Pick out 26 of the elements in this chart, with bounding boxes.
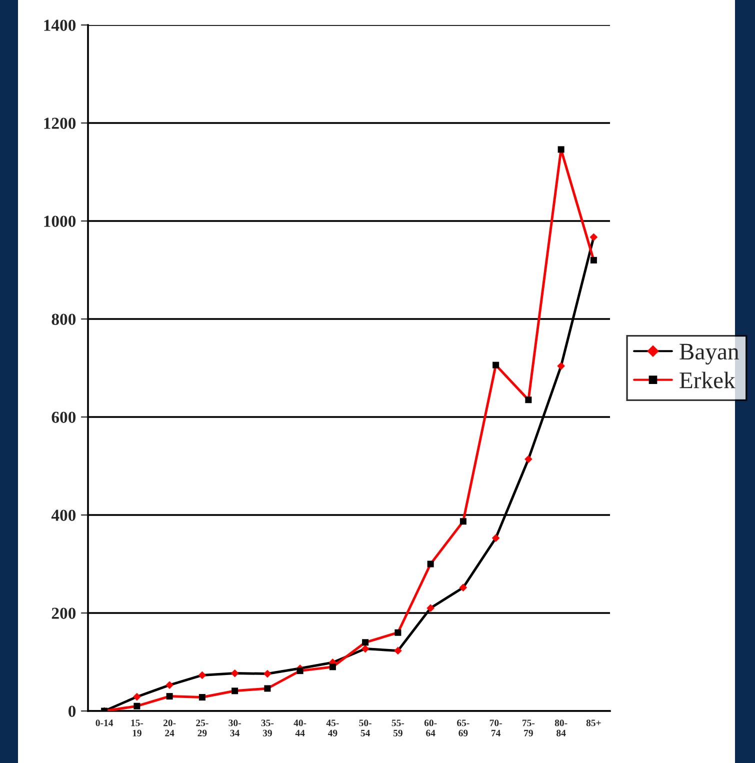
- x-tick-label: 85+: [586, 720, 601, 726]
- x-tick-label: 70- 74: [490, 720, 502, 736]
- y-tick-label: 600: [52, 412, 76, 423]
- x-tick-label: 55- 59: [392, 720, 404, 736]
- x-tick-label: 30- 34: [228, 720, 241, 736]
- y-tick-label: 1400: [44, 20, 76, 31]
- y-tick-label: 400: [51, 510, 76, 521]
- x-tick-label: 50- 54: [359, 720, 372, 736]
- x-tick-label: 45- 49: [326, 720, 339, 736]
- x-tick-label: 25- 29: [196, 720, 208, 736]
- legend-label: Bayan: [680, 344, 739, 364]
- x-tick-label: 35- 39: [261, 720, 274, 736]
- y-tick-label: 200: [52, 608, 76, 619]
- y-tick-label: 0: [68, 706, 76, 717]
- x-tick-label: 0-14: [96, 720, 114, 726]
- legend-label: Erkek: [680, 372, 736, 388]
- x-tick-label: 40- 44: [294, 720, 306, 736]
- x-tick-label: 20- 24: [163, 720, 176, 736]
- y-tick-label: 1200: [44, 118, 76, 129]
- y-tick-label: 800: [52, 314, 76, 325]
- x-tick-label: 60- 64: [424, 720, 437, 736]
- y-tick-label: 1000: [44, 216, 76, 227]
- x-tick-label: 65- 69: [457, 720, 470, 736]
- x-tick-label: 75- 79: [522, 720, 535, 736]
- x-tick-label: 15- 19: [131, 720, 144, 736]
- x-tick-label: 80- 84: [554, 720, 568, 736]
